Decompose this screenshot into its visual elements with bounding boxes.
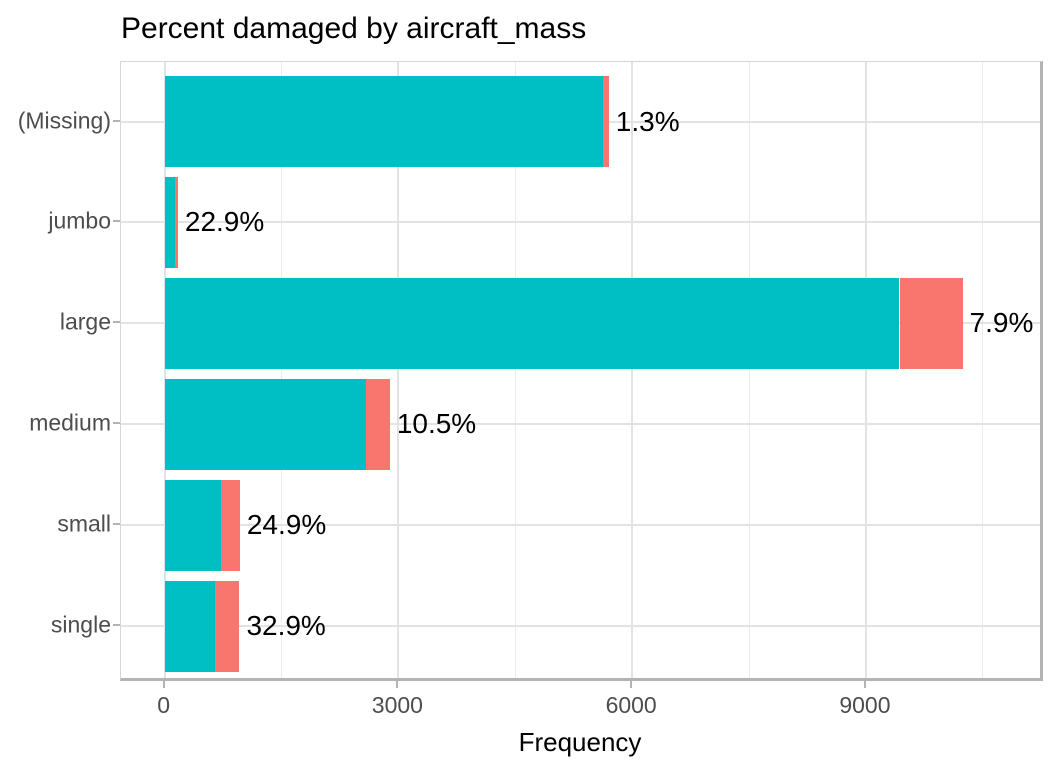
pct-damaged-label: 10.5% [396,408,477,440]
pct-damaged-label: 22.9% [184,206,265,238]
x-axis-tick [630,680,633,688]
y-axis-tick [113,422,120,425]
minor-gridline-vertical [748,62,750,678]
x-axis-tick [396,680,399,688]
chart-title: Percent damaged by aircraft_mass [121,12,587,45]
x-axis-tick [863,680,866,688]
bar-damaged-single [214,580,240,672]
pct-damaged-label: 1.3% [615,105,680,137]
plot-panel: 1.3% 22.9% 7.9% 10.5% 24.9% 32.9% [120,61,1043,681]
y-axis-label-medium: medium [29,409,111,436]
bar-damaged-(Missing) [603,76,609,167]
major-gridline-horizontal [121,221,1040,224]
x-axis-tick-label: 0 [157,692,171,718]
bar-damaged-small [221,479,240,571]
y-axis-tick [113,523,120,526]
x-axis-tick-label: 9000 [839,692,891,718]
x-axis-tick-label: 3000 [371,692,423,718]
x-axis-title: Frequency [518,727,642,757]
minor-gridline-vertical [281,62,283,678]
x-axis-tick-label: 6000 [605,692,657,718]
y-axis-label-jumbo: jumbo [48,207,111,234]
y-axis-tick [113,624,120,626]
bar-damaged-jumbo [174,176,178,268]
bar-damaged-large [899,277,963,369]
major-gridline-vertical [864,62,867,678]
major-gridline-vertical [163,62,166,678]
major-gridline-horizontal [121,625,1040,627]
y-axis-tick [113,321,120,324]
major-gridline-vertical [397,62,400,678]
y-axis-label-small: small [57,510,111,537]
y-axis-label-single: single [50,611,111,638]
y-axis-tick [113,220,120,223]
bar-undamaged-medium [164,378,367,470]
major-gridline-vertical [631,62,634,678]
y-axis-label-large: large [59,308,111,335]
pct-damaged-label: 32.9% [246,610,326,641]
pct-damaged-label: 24.9% [246,509,327,541]
bar-undamaged-jumbo [164,176,175,268]
minor-gridline-vertical [982,62,984,678]
bar-undamaged-large [164,277,900,369]
bar-undamaged-single [164,580,215,672]
minor-gridline-vertical [514,62,516,678]
bar-undamaged-small [164,479,222,571]
major-gridline-horizontal [121,524,1040,527]
y-axis-tick [113,119,120,122]
x-axis-tick [162,680,165,688]
bar-undamaged-(Missing) [164,76,603,167]
bar-damaged-medium [366,378,390,470]
y-axis-label-(Missing): (Missing) [17,107,111,133]
major-gridline-horizontal [121,423,1040,426]
pct-damaged-label: 7.9% [969,307,1034,339]
